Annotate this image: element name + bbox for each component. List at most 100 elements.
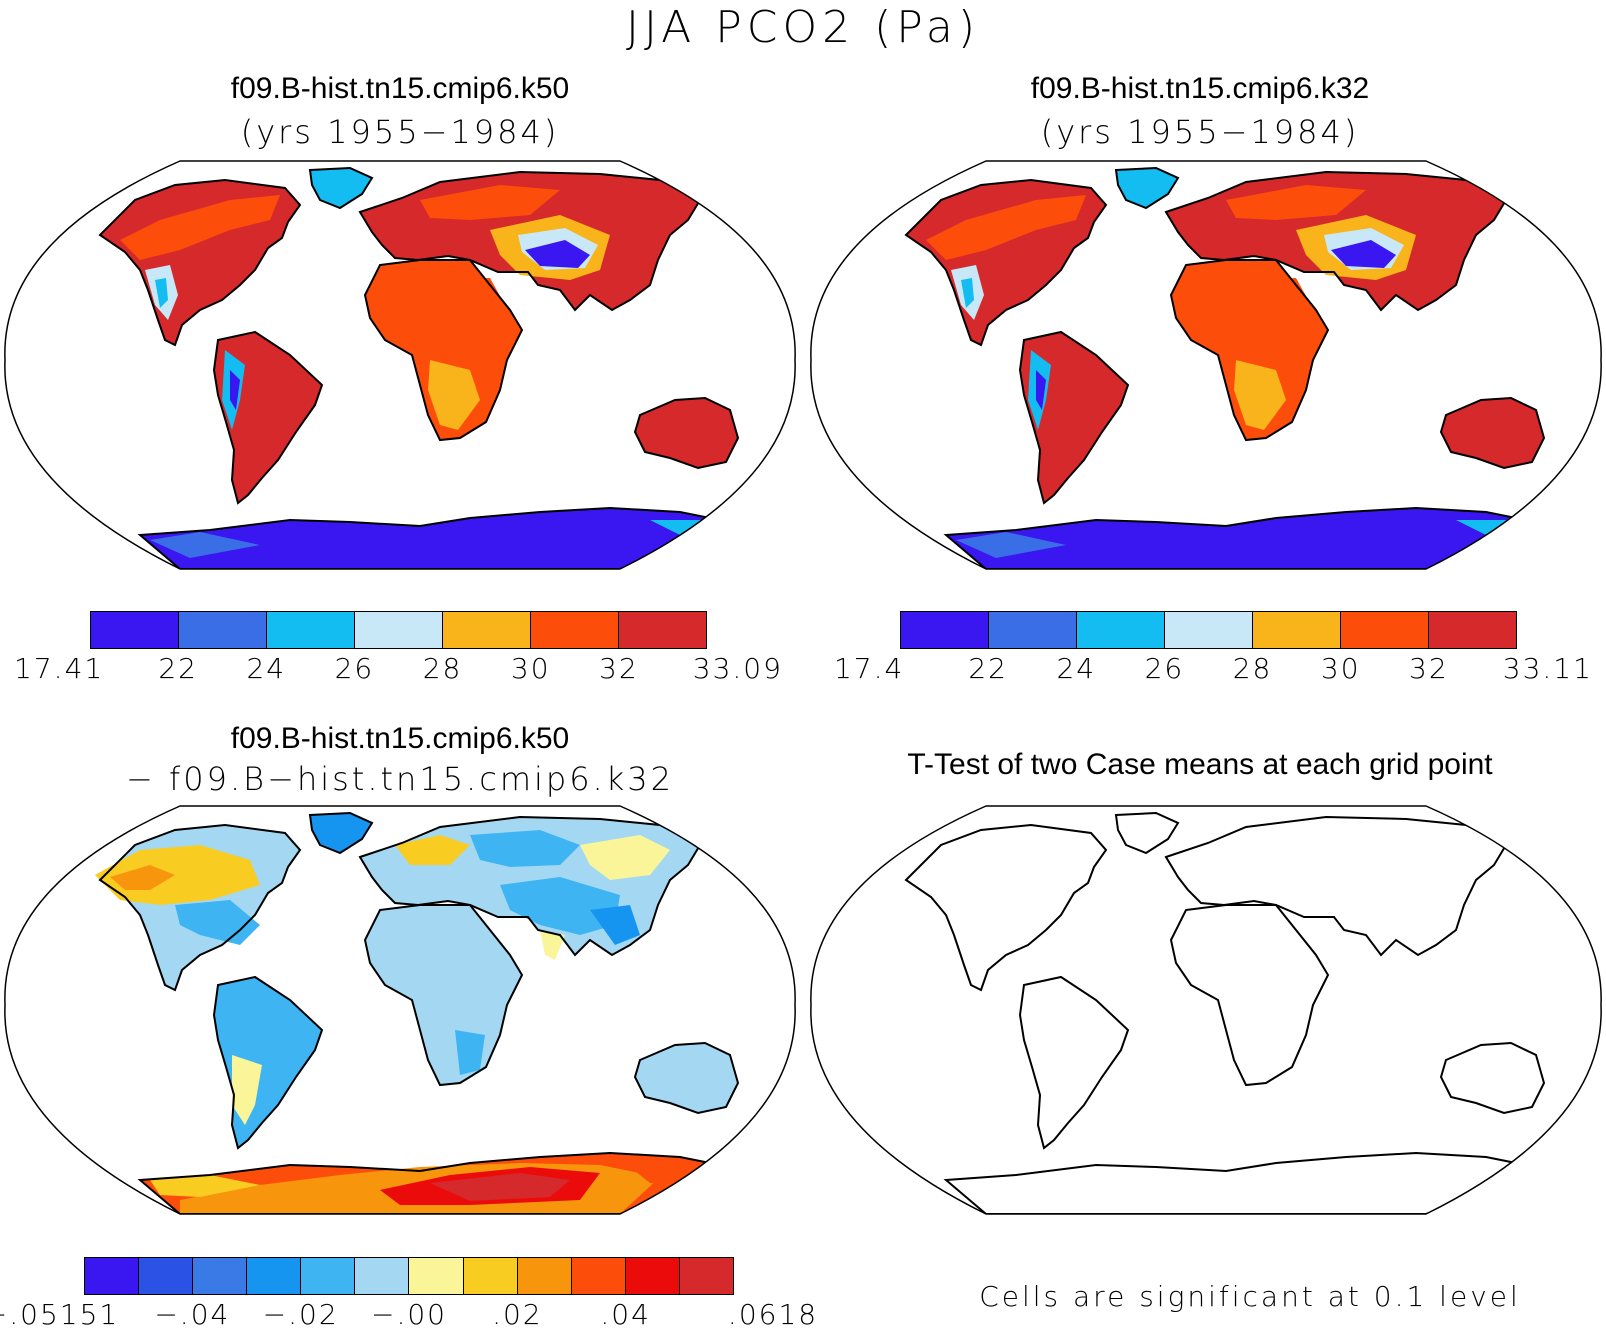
- land-greenland: [310, 813, 372, 853]
- coastline-greenland: [1114, 811, 1180, 855]
- colorbar-box: [139, 1258, 194, 1294]
- contour-region: [420, 278, 505, 320]
- colorbar-tick-label: 30: [1320, 652, 1361, 685]
- contour-region: [986, 530, 1496, 569]
- contour-region: [470, 830, 580, 867]
- colorbar-tick-label: 22: [158, 652, 198, 685]
- colorbar-diff-labels: −.05151 −.04 −.02 −.00 .02 .04 .0618: [0, 1298, 816, 1331]
- colorbar-box: [443, 612, 531, 648]
- colorbar-box: [179, 612, 267, 648]
- contour-region: [232, 1055, 262, 1125]
- colorbar-box: [571, 1258, 626, 1294]
- contour-region: [590, 905, 640, 945]
- coastline-africa: [363, 904, 524, 1087]
- coastline-samerica: [212, 975, 324, 1150]
- contour-region: [175, 900, 260, 945]
- coastline-australia: [1439, 1041, 1546, 1115]
- map-panel-k50: [4, 160, 796, 570]
- contour-region: [120, 195, 280, 260]
- colorbar-tick-label: 28: [1232, 652, 1273, 685]
- colorbar-tick-label: 30: [510, 652, 551, 685]
- contour-region: [428, 360, 480, 430]
- colorbar-box: [625, 1258, 680, 1294]
- coastline-africa: [1169, 259, 1330, 442]
- land-samerica: [1020, 977, 1128, 1148]
- contour-region: [430, 1173, 570, 1201]
- contour-region: [1226, 278, 1311, 320]
- contour-region: [926, 195, 1086, 260]
- colorbar-box: [517, 1258, 572, 1294]
- coastline-greenland: [308, 166, 374, 210]
- colorbar-box: [1077, 612, 1165, 648]
- colorbar-box: [1165, 612, 1253, 648]
- contour-region: [956, 532, 1066, 558]
- land-antarctica: [946, 1153, 1566, 1214]
- colorbar-tick-label: 17.4: [833, 652, 905, 685]
- colorbar-k32-labels: 17.4 22 24 26 28 30 32 33.11: [0, 652, 1606, 685]
- coastline-antarctica: [137, 1151, 761, 1214]
- map-panel-ttest: [810, 805, 1602, 1215]
- colorbar-box: [409, 1258, 464, 1294]
- colorbar-tick-label: 28: [422, 652, 463, 685]
- colorbar-tick-label: .02: [492, 1298, 543, 1331]
- colorbar-diff: [84, 1257, 734, 1295]
- colorbar-box: [267, 612, 355, 648]
- figure-title: JJA PCO2 (Pa): [626, 2, 980, 53]
- colorbar-box: [193, 1258, 248, 1294]
- coastline-australia: [633, 396, 740, 470]
- colorbar-box: [1341, 612, 1429, 648]
- coastline-africa: [363, 259, 524, 442]
- coastline-australia: [633, 1041, 740, 1115]
- colorbar-box: [85, 1258, 140, 1294]
- coastline-antarctica: [137, 506, 761, 569]
- contour-region: [110, 865, 175, 890]
- coastline-antarctica: [943, 506, 1567, 569]
- land-australia: [1441, 398, 1544, 468]
- colorbar-tick-label: 33.11: [1502, 652, 1593, 685]
- coastline-greenland: [308, 811, 374, 855]
- land-eurasia: [1166, 817, 1506, 955]
- map-panel-diff: [4, 805, 796, 1215]
- land-australia: [635, 1043, 738, 1113]
- panel-diff-subtitle: − f09.B−hist.tn15.cmip6.k32: [126, 760, 674, 798]
- contour-region: [1331, 240, 1396, 268]
- map-border: [4, 160, 796, 570]
- land-greenland: [310, 168, 372, 208]
- contour-region: [1234, 360, 1286, 430]
- colorbar-box: [463, 1258, 518, 1294]
- contour-region: [395, 835, 470, 865]
- panel-k50-title: f09.B-hist.tn15.cmip6.k50: [230, 72, 570, 105]
- colorbar-tick-label: 32: [599, 652, 639, 685]
- coastline-namerica: [904, 178, 1108, 347]
- map-border: [810, 160, 1602, 570]
- colorbar-box: [91, 612, 179, 648]
- colorbar-box: [901, 612, 989, 648]
- coastline-samerica: [1018, 975, 1130, 1150]
- map-panel-k32: [810, 160, 1602, 570]
- land-australia: [635, 398, 738, 468]
- colorbar-tick-label: 24: [246, 652, 287, 685]
- contour-region: [580, 835, 670, 880]
- colorbar-tick-label: 32: [1409, 652, 1449, 685]
- contour-region: [230, 1000, 290, 1040]
- colorbar-tick-label: 26: [334, 652, 375, 685]
- contour-region: [455, 1030, 485, 1075]
- colorbar-tick-label: −.04: [154, 1298, 231, 1331]
- contour-region: [540, 930, 565, 960]
- colorbar-box: [679, 1258, 733, 1294]
- colorbar-box: [355, 612, 443, 648]
- colorbar-tick-label: .04: [600, 1298, 651, 1331]
- contour-region: [230, 370, 240, 410]
- colorbar-tick-label: −.02: [262, 1298, 339, 1331]
- colorbar-tick-label: 24: [1056, 652, 1097, 685]
- colorbar-box: [619, 612, 706, 648]
- colorbar-box: [531, 612, 619, 648]
- contour-region: [150, 532, 260, 558]
- contour-region: [1226, 185, 1366, 220]
- map-border: [4, 805, 796, 1215]
- coastline-antarctica: [943, 1151, 1567, 1214]
- coastline-africa: [1169, 904, 1330, 1087]
- colorbar-box: [301, 1258, 356, 1294]
- coastline-greenland: [1114, 166, 1180, 210]
- colorbar-tick-label: 33.09: [692, 652, 783, 685]
